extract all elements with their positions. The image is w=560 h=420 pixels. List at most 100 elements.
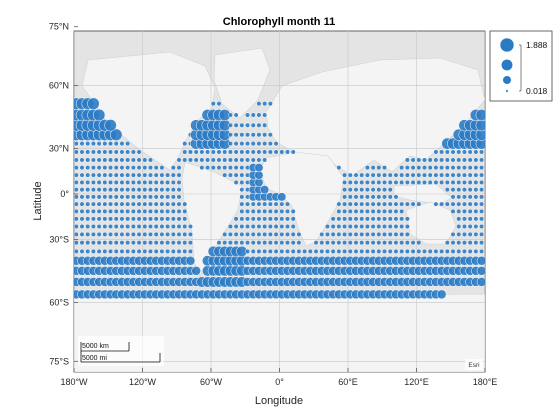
data-bubble	[74, 201, 79, 207]
data-bubble	[393, 216, 399, 222]
data-bubble	[382, 223, 388, 230]
data-bubble	[125, 157, 131, 163]
data-bubble	[284, 240, 291, 246]
data-bubble	[393, 179, 399, 185]
data-bubble	[239, 179, 245, 185]
data-bubble	[427, 165, 433, 171]
data-bubble	[85, 240, 91, 246]
data-bubble	[222, 165, 228, 171]
data-bubble	[342, 179, 348, 185]
data-bubble	[359, 187, 365, 193]
data-bubble	[461, 201, 467, 207]
data-bubble	[382, 208, 388, 214]
data-bubble	[142, 172, 148, 178]
data-bubble	[347, 208, 353, 214]
data-bubble	[427, 179, 433, 185]
legend-max-label: 1.888	[526, 40, 548, 50]
data-bubble	[450, 248, 456, 254]
data-bubble	[130, 165, 136, 171]
data-bubble	[256, 101, 262, 107]
data-bubble	[284, 248, 291, 254]
data-bubble	[108, 179, 114, 185]
data-bubble	[364, 194, 370, 200]
data-bubble	[108, 149, 114, 155]
data-bubble	[110, 128, 123, 141]
data-bubble	[256, 223, 262, 230]
data-bubble	[87, 97, 100, 110]
data-bubble	[284, 223, 291, 230]
data-bubble	[119, 216, 125, 222]
attribution-esri[interactable]: Esri	[468, 362, 479, 369]
data-bubble	[476, 277, 485, 287]
data-bubble	[96, 194, 102, 200]
data-bubble	[147, 157, 154, 163]
data-bubble	[193, 157, 199, 163]
data-bubble	[170, 179, 176, 185]
data-bubble	[364, 201, 370, 207]
data-bubble	[245, 149, 251, 155]
data-bubble	[347, 240, 353, 246]
data-bubble	[130, 179, 136, 185]
data-bubble	[90, 141, 96, 147]
data-bubble	[267, 149, 273, 155]
data-bubble	[227, 157, 233, 163]
data-bubble	[108, 194, 114, 200]
data-bubble	[90, 149, 96, 155]
data-bubble	[393, 240, 399, 246]
data-bubble	[359, 216, 365, 222]
data-bubble	[147, 172, 154, 178]
data-bubble	[216, 240, 222, 246]
data-bubble	[330, 240, 336, 246]
data-bubble	[444, 165, 450, 171]
data-bubble	[108, 157, 114, 163]
data-bubble	[284, 149, 291, 155]
data-bubble	[267, 240, 273, 246]
data-bubble	[85, 194, 91, 200]
data-bubble	[96, 149, 102, 155]
data-bubble	[467, 201, 473, 207]
data-bubble	[165, 240, 171, 246]
data-bubble	[399, 165, 405, 171]
data-bubble	[165, 231, 171, 237]
data-bubble	[319, 240, 325, 246]
data-bubble	[239, 141, 245, 147]
data-bubble	[399, 208, 405, 214]
data-bubble	[130, 172, 136, 178]
data-bubble	[176, 208, 182, 214]
data-bubble	[427, 157, 433, 163]
data-bubble	[444, 240, 450, 246]
data-bubble	[342, 240, 348, 246]
data-bubble	[113, 172, 119, 178]
data-bubble	[347, 231, 353, 237]
data-bubble	[165, 201, 171, 207]
data-bubble	[153, 240, 159, 246]
data-bubble	[113, 157, 119, 163]
data-bubble	[262, 223, 268, 230]
y-tick-label: 75°S	[49, 356, 69, 366]
data-bubble	[90, 172, 96, 178]
data-bubble	[444, 157, 450, 163]
data-bubble	[182, 208, 188, 214]
data-bubble	[170, 231, 176, 237]
data-bubble	[227, 132, 233, 138]
data-bubble	[153, 201, 159, 207]
data-bubble	[461, 231, 467, 237]
data-bubble	[79, 231, 85, 237]
data-bubble	[102, 157, 108, 163]
data-bubble	[176, 165, 182, 171]
data-bubble	[182, 216, 188, 222]
data-bubble	[387, 240, 393, 246]
data-bubble	[153, 194, 159, 200]
data-bubble	[125, 187, 131, 193]
data-bubble	[136, 157, 142, 163]
data-bubble	[119, 187, 125, 193]
data-bubble	[473, 208, 479, 214]
data-bubble	[279, 201, 285, 207]
data-bubble	[182, 201, 188, 207]
data-bubble	[250, 141, 256, 147]
data-bubble	[370, 194, 376, 200]
data-bubble	[353, 208, 359, 214]
data-bubble	[336, 240, 342, 246]
data-bubble	[250, 208, 256, 214]
data-bubble	[444, 179, 450, 185]
